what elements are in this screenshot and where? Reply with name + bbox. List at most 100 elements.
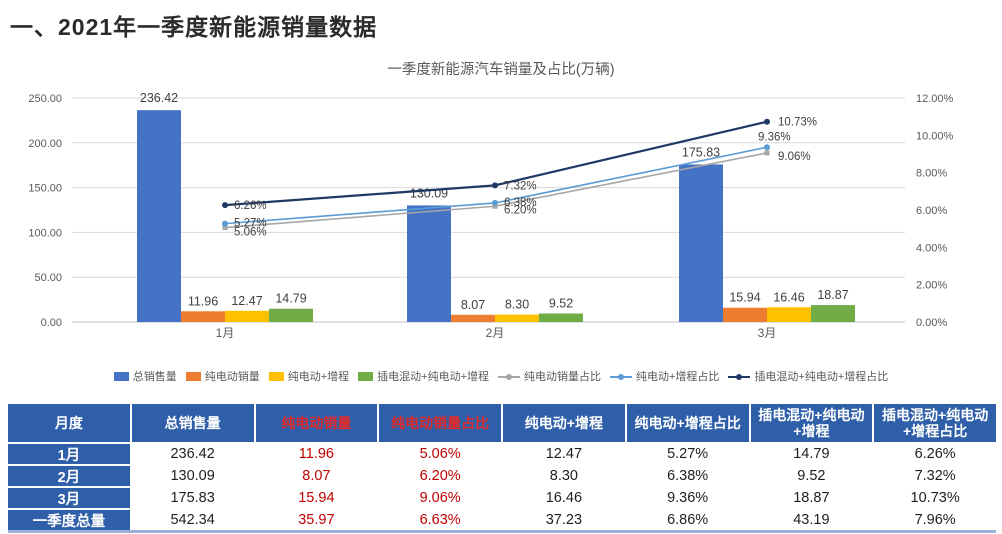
bar-value-label: 14.79	[275, 292, 306, 306]
marker-插电混动+纯电动+增程占比	[222, 202, 228, 209]
table-cell: 37.23	[545, 512, 583, 528]
bar-插电混动+纯电动+增程	[811, 305, 855, 322]
legend-item: 插电混动+纯电动+增程占比	[728, 368, 888, 384]
marker-纯电动+增程占比	[492, 199, 498, 206]
combo-chart: 0.00 50.00 100.00 150.00 200.00 250.00 0.00% 2.…	[28, 91, 953, 340]
table-cell: 175.83	[170, 490, 215, 506]
bar-总销售量	[407, 205, 451, 322]
bar-插电混动+纯电动+增程	[539, 313, 583, 322]
table-cell: 43.19	[793, 512, 830, 528]
table-cell: 10.73%	[910, 490, 960, 506]
table-cell: 35.97	[298, 512, 335, 528]
bar-纯电动+增程	[767, 307, 811, 322]
table-row-label: 一季度总量	[8, 510, 130, 530]
legend-item: 纯电动销量占比	[498, 368, 601, 384]
right-axis-tick: 4.00%	[916, 242, 947, 254]
table-header-cell: 纯电动销量	[255, 404, 378, 442]
legend-swatch-icon	[185, 371, 201, 381]
table-cell: 14.79	[793, 446, 830, 462]
table-cell: 6.26%	[914, 446, 956, 462]
bar-纯电动+增程	[495, 314, 539, 322]
marker-纯电动销量占比	[492, 203, 498, 209]
right-axis-tick: 2.00%	[916, 280, 947, 292]
table-cell: 18.87	[793, 490, 830, 506]
line-value-label: 5.27%	[234, 218, 267, 230]
bar-value-label: 11.96	[188, 294, 218, 308]
table-cell: 542.34	[170, 512, 215, 528]
table-cell: 6.20%	[419, 468, 461, 484]
line-value-label: 5.06%	[234, 227, 267, 239]
left-axis-tick: 150.00	[28, 183, 62, 195]
bar-value-label: 8.30	[505, 298, 529, 312]
line-value-label: 10.73%	[778, 117, 817, 129]
table-header-cell: 插电混动+纯电动+增程占比	[874, 404, 996, 442]
table-cell: 6.86%	[667, 512, 709, 528]
table-cell: 5.27%	[667, 446, 709, 462]
legend-item: 纯电动+增程占比	[610, 368, 719, 384]
table-cell: 5.06%	[419, 446, 461, 462]
legend-label: 纯电动销量占比	[524, 371, 601, 383]
bar-value-label: 16.46	[773, 290, 804, 304]
marker-纯电动+增程占比	[222, 220, 228, 227]
legend-label: 总销售量	[132, 371, 177, 383]
x-axis-label: 3月	[758, 326, 777, 340]
right-axis-tick: 8.00%	[916, 168, 947, 180]
bar-value-label: 9.52	[549, 296, 573, 310]
legend-item: 总销售量	[113, 368, 177, 384]
table-header-cell: 插电混动+纯电动+增程	[750, 404, 873, 442]
bar-value-label: 236.42	[140, 91, 178, 105]
bar-value-label: 15.94	[729, 291, 760, 305]
chart-title: 一季度新能源汽车销量及占比(万辆)	[387, 62, 615, 78]
legend-label: 插电混动+纯电动+增程占比	[754, 371, 889, 383]
legend-item: 插电混动+纯电动+增程	[358, 368, 489, 384]
bar-纯电动销量	[451, 314, 495, 322]
line-value-label: 9.06%	[778, 151, 811, 163]
marker-纯电动+增程占比	[764, 144, 770, 151]
table-row-label: 2月	[8, 466, 130, 486]
bar-value-label: 18.87	[817, 288, 848, 302]
legend-swatch-icon	[268, 371, 284, 381]
line-value-label: 6.26%	[234, 200, 267, 212]
bar-value-label: 175.83	[682, 145, 720, 159]
table-header-cell: 总销售量	[131, 404, 254, 442]
x-axis-label: 1月	[216, 326, 235, 340]
left-axis-tick: 100.00	[28, 227, 62, 239]
bar-value-label: 12.47	[231, 294, 262, 308]
table-cell: 8.07	[302, 468, 331, 484]
legend-label: 插电混动+纯电动+增程	[377, 371, 489, 383]
table-header-cell: 纯电动+增程	[503, 404, 625, 442]
table-row-label: 1月	[8, 444, 130, 464]
line-value-label: 7.32%	[504, 180, 537, 192]
table-cell: 130.09	[170, 468, 215, 484]
bar-总销售量	[679, 164, 723, 322]
bar-纯电动销量	[181, 311, 225, 322]
table-cell: 6.38%	[667, 468, 709, 484]
bar-总销售量	[137, 110, 181, 322]
table-cell: 9.06%	[419, 490, 461, 506]
marker-纯电动销量占比	[764, 150, 770, 156]
bar-value-label: 8.07	[461, 298, 485, 312]
table-cell: 12.47	[545, 446, 583, 462]
page-title: 一、2021年一季度新能源销量数据	[10, 14, 378, 40]
table-cell: 7.96%	[914, 512, 956, 528]
right-axis-tick: 6.00%	[916, 205, 947, 217]
legend-item: 纯电动+增程	[268, 368, 350, 384]
line-value-label: 6.38%	[504, 197, 537, 209]
chart-legend: 总销售量 纯电动销量 纯电动+增程 插电混动+纯电动+增程 纯电动销量占比 纯电动+增程占…	[0, 368, 1002, 384]
table-cell: 7.32%	[914, 468, 956, 484]
legend-label: 纯电动销量	[204, 371, 260, 383]
table-cell: 15.94	[298, 490, 335, 506]
table-cell: 16.46	[545, 490, 583, 506]
legend-label: 纯电动+增程占比	[636, 371, 720, 383]
legend-label: 纯电动+增程	[287, 371, 350, 383]
left-axis-tick: 250.00	[28, 93, 62, 105]
marker-插电混动+纯电动+增程占比	[492, 182, 498, 189]
table-cell: 236.42	[170, 446, 215, 462]
bar-纯电动销量	[723, 307, 767, 322]
table-cell: 8.30	[549, 468, 578, 484]
table-cell: 11.96	[298, 446, 334, 462]
right-axis-tick: 0.00%	[916, 317, 947, 329]
table-cell: 9.52	[797, 468, 826, 484]
legend-line-icon	[610, 372, 632, 381]
